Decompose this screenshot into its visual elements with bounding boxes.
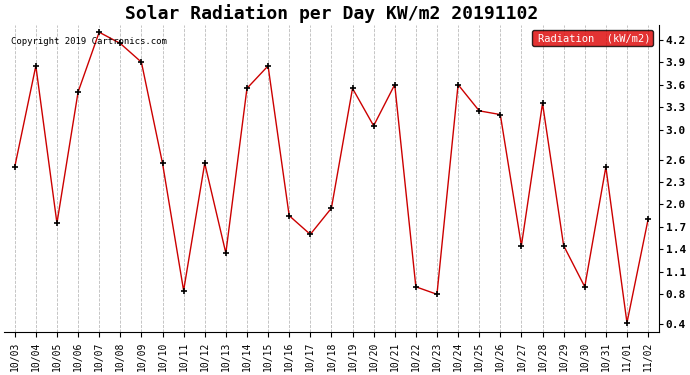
Legend: Radiation  (kW/m2): Radiation (kW/m2) bbox=[531, 30, 653, 46]
Text: Copyright 2019 Cartronics.com: Copyright 2019 Cartronics.com bbox=[11, 37, 166, 46]
Title: Solar Radiation per Day KW/m2 20191102: Solar Radiation per Day KW/m2 20191102 bbox=[125, 4, 538, 23]
